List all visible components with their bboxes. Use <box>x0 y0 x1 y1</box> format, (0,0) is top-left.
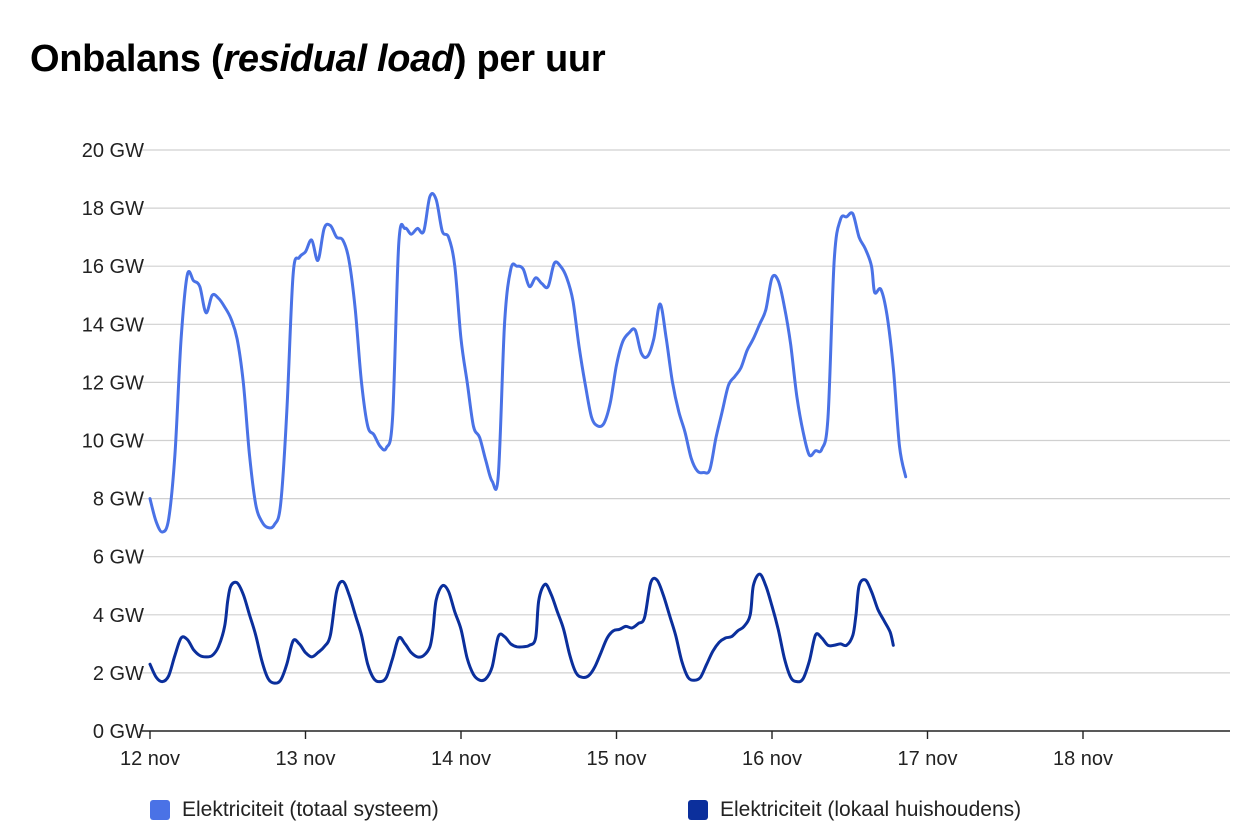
y-tick-label: 16 GW <box>82 256 144 278</box>
y-tick-label: 8 GW <box>93 489 144 511</box>
grid-lines <box>142 149 1230 732</box>
y-tick-label: 10 GW <box>82 431 144 453</box>
legend-item-lokaal[interactable]: Elektriciteit (lokaal huishoudens) <box>688 796 1021 824</box>
y-tick-label: 2 GW <box>93 663 144 685</box>
x-tick-label: 12 nov <box>120 748 180 770</box>
series-lines <box>148 192 908 685</box>
y-axis-ticks: 0 GW 2 GW 4 GW 6 GW 8 GW 10 GW 12 GW 14 GW 16 GW… <box>82 140 144 743</box>
legend-swatch-totaal <box>150 800 170 820</box>
x-tick-label: 17 nov <box>897 748 957 770</box>
x-tick-label: 14 nov <box>431 748 491 770</box>
y-tick-label: 6 GW <box>93 547 144 569</box>
y-tick-label: 0 GW <box>93 721 144 743</box>
legend-item-totaal[interactable]: Elektriciteit (totaal systeem) <box>150 796 439 824</box>
chart-title: Onbalans (residual load) per uur <box>30 38 606 80</box>
x-tick-label: 16 nov <box>742 748 802 770</box>
y-tick-label: 14 GW <box>82 314 144 336</box>
x-tick-label: 15 nov <box>586 748 646 770</box>
y-tick-label: 18 GW <box>82 198 144 220</box>
x-tick-label: 18 nov <box>1053 748 1113 770</box>
legend-label-totaal: Elektriciteit (totaal systeem) <box>182 798 439 821</box>
y-tick-label: 4 GW <box>93 605 144 627</box>
x-tick-label: 13 nov <box>275 748 335 770</box>
series-line-totaal <box>148 192 908 534</box>
legend-label-lokaal: Elektriciteit (lokaal huishoudens) <box>720 798 1022 821</box>
legend-swatch-lokaal <box>688 800 708 820</box>
series-line-lokaal <box>148 572 895 685</box>
x-axis-ticks: 12 nov 13 nov 14 nov 15 nov 16 nov 17 nov 18 n… <box>120 731 1113 770</box>
y-tick-label: 20 GW <box>82 140 144 162</box>
y-tick-label: 12 GW <box>82 372 144 394</box>
